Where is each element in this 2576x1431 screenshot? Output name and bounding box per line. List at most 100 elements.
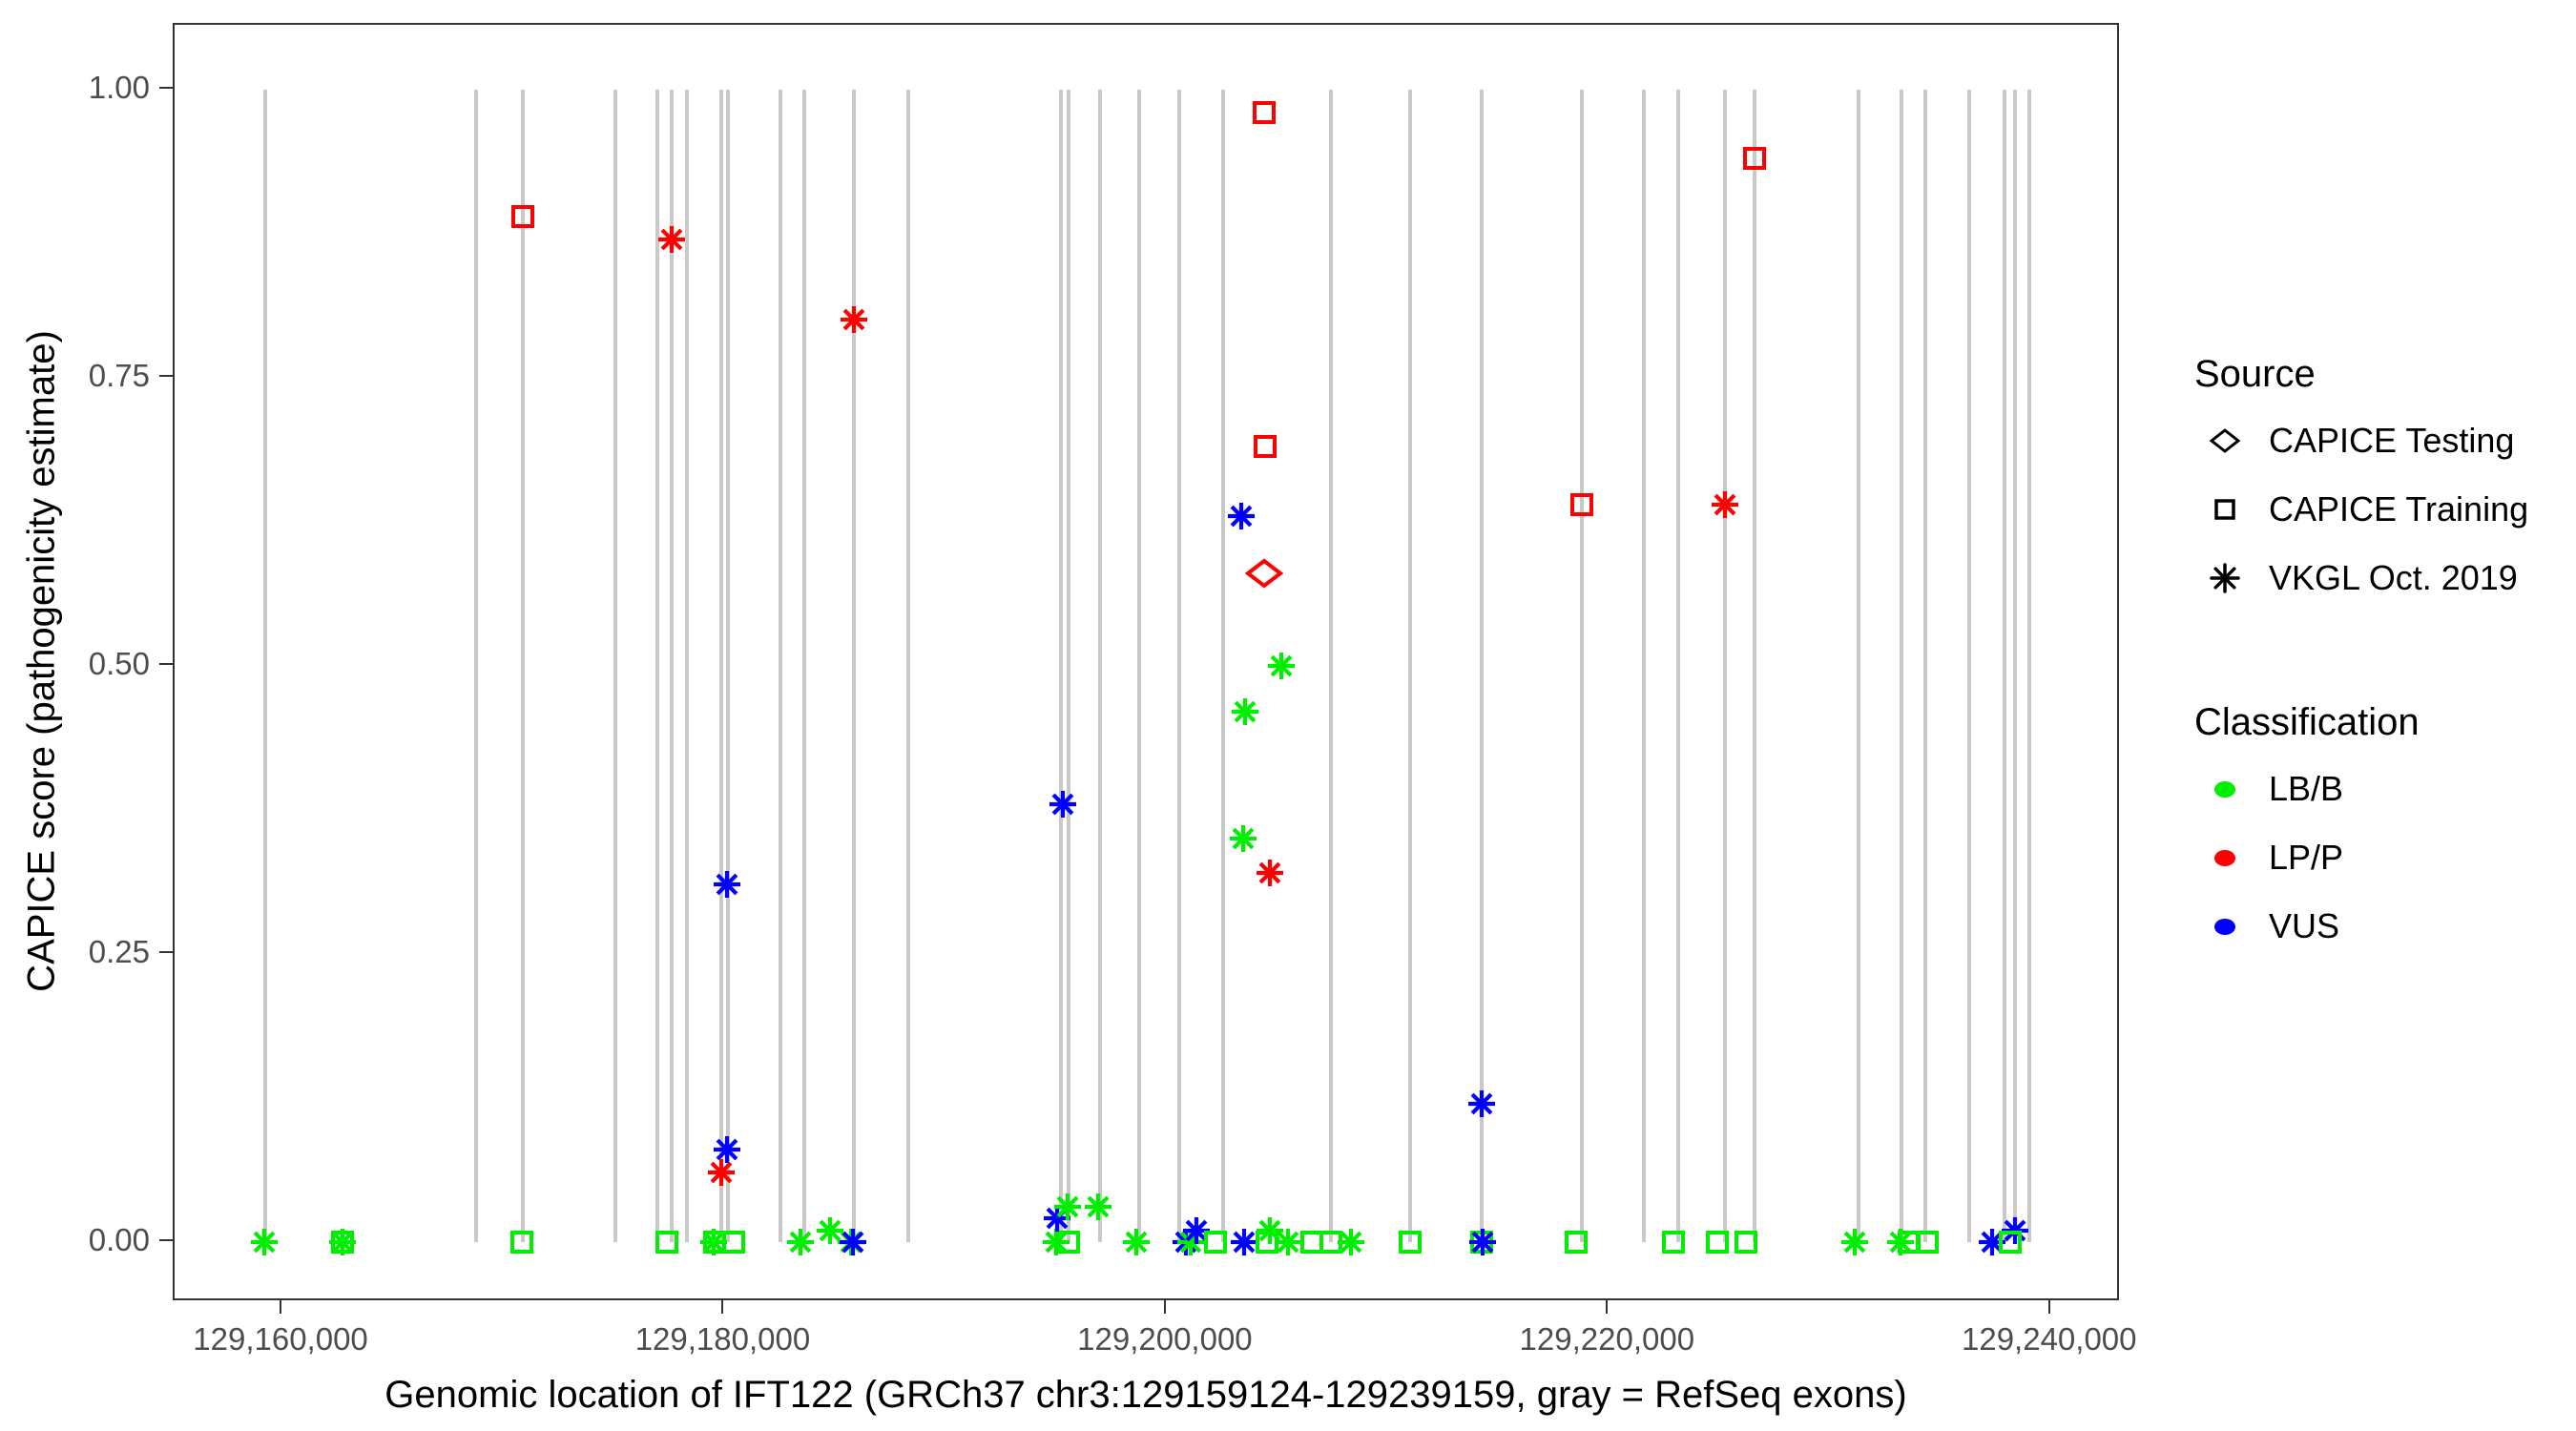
legend-item-vkgl: VKGL Oct. 2019 [2194,558,2528,598]
legend-item-lpp: LP/P [2194,838,2420,878]
y-tick-mark [159,1238,173,1241]
legend-label: CAPICE Training [2269,489,2529,529]
x-tick-mark [1163,1300,1166,1314]
data-point-asterisk-lpp [1710,489,1740,520]
data-point-asterisk-lbb [1230,696,1260,727]
x-tick-mark [1606,1300,1609,1314]
data-point-asterisk-vus [1226,501,1257,531]
refseq-exon-line [1899,89,1903,1242]
refseq-exon-line [1675,89,1680,1242]
refseq-exon-line [1580,89,1585,1242]
y-tick-label: 1.00 [88,69,150,105]
data-point-asterisk-vus [1466,1089,1497,1119]
refseq-exon-line [2013,89,2018,1242]
data-point-asterisk-lbb [785,1227,816,1257]
refseq-exon-line [1176,89,1181,1242]
legend-label: LP/P [2269,838,2344,877]
data-point-square-lbb [1398,1230,1423,1255]
y-axis-title: CAPICE score (pathogenicity estimate) [20,330,63,992]
y-tick-label: 0.25 [88,933,150,969]
y-tick-mark [159,662,173,665]
data-point-asterisk-lbb [1083,1192,1113,1222]
refseq-exon-line [1098,89,1103,1242]
x-tick-label: 129,180,000 [634,1321,811,1357]
refseq-exon-line [725,89,730,1242]
data-point-asterisk-vus [838,1227,868,1257]
refseq-exon-line [801,89,806,1242]
data-point-asterisk-lbb [1228,823,1258,854]
data-point-square-lbb [1564,1230,1589,1255]
data-point-asterisk-lbb [1041,1227,1071,1257]
blue-dot-icon [2194,918,2255,935]
y-tick-mark [159,950,173,953]
refseq-exon-line [2027,89,2032,1242]
data-point-asterisk-lpp [839,304,869,335]
refseq-exon-line [1722,89,1727,1242]
refseq-exon-line [2003,89,2007,1242]
plot-panel [173,23,2119,1300]
data-point-square-lbb [1661,1230,1686,1255]
x-tick-label: 129,200,000 [1077,1321,1253,1357]
data-point-square-lpp [1742,146,1767,171]
data-point-asterisk-lbb [1121,1227,1152,1257]
data-point-square-lbb [654,1230,679,1255]
x-axis-title: Genomic location of IFT122 (GRCh37 chr3:… [384,1374,1907,1416]
data-point-square-lbb [1705,1230,1730,1255]
legend-label: CAPICE Testing [2269,421,2515,460]
data-point-asterisk-lbb [1336,1227,1366,1257]
data-point-asterisk-lpp [1255,858,1285,888]
refseq-exon-line [1059,89,1064,1242]
refseq-exon-line [852,89,857,1242]
data-point-asterisk-lbb [1255,1215,1285,1246]
data-point-asterisk-vus [712,869,742,900]
data-point-asterisk-lbb [1839,1227,1870,1257]
data-point-asterisk-lbb [1052,1192,1083,1222]
refseq-exon-line [1408,89,1413,1242]
data-point-diamond-lpp [1244,558,1284,589]
y-tick-label: 0.75 [88,357,150,393]
refseq-exon-line [1328,89,1333,1242]
data-point-square-lbb [509,1230,534,1255]
legend-classification: Classification LB/B LP/P VUS [2194,701,2420,975]
data-point-asterisk-vus [1229,1227,1259,1257]
refseq-exon-line [1856,89,1860,1242]
legend-item-capice-testing: CAPICE Testing [2194,421,2528,461]
refseq-exon-line [613,89,617,1242]
legend-label: LB/B [2269,769,2344,808]
refseq-exon-line [521,89,526,1242]
data-point-square-lpp [1253,434,1278,459]
x-tick-mark [721,1300,724,1314]
refseq-exon-line [778,89,782,1242]
y-tick-label: 0.50 [88,645,150,681]
legend-source-title: Source [2194,353,2316,395]
asterisk-icon [2194,562,2255,594]
refseq-exon-line [1136,89,1141,1242]
refseq-exon-line [1220,89,1225,1242]
legend-item-capice-training: CAPICE Training [2194,489,2528,529]
refseq-exon-line [1642,89,1647,1242]
refseq-exon-line [906,89,911,1242]
data-point-square-lbb [721,1230,746,1255]
x-tick-mark [280,1300,282,1314]
refseq-exon-line [474,89,479,1242]
data-point-asterisk-vus [1977,1227,2007,1257]
data-point-square-lbb [1056,1230,1081,1255]
data-point-square-lpp [1569,492,1594,517]
data-point-square-lbb [1734,1230,1758,1255]
x-tick-mark [2047,1300,2050,1314]
y-tick-label: 0.00 [88,1221,150,1257]
data-point-square-lbb [1915,1230,1940,1255]
data-point-asterisk-lbb [815,1215,845,1246]
refseq-exon-line [669,89,674,1242]
data-point-asterisk-vus [712,1134,742,1165]
refseq-exon-line [262,89,267,1242]
refseq-exon-line [1923,89,1928,1242]
refseq-exon-line [684,89,689,1242]
refseq-exon-line [1067,89,1071,1242]
data-point-square-lpp [510,204,535,229]
data-point-asterisk-vus [1467,1227,1498,1257]
x-tick-label: 129,240,000 [1961,1321,2137,1357]
data-point-square-lbb [1998,1230,2023,1255]
refseq-exon-line [654,89,659,1242]
